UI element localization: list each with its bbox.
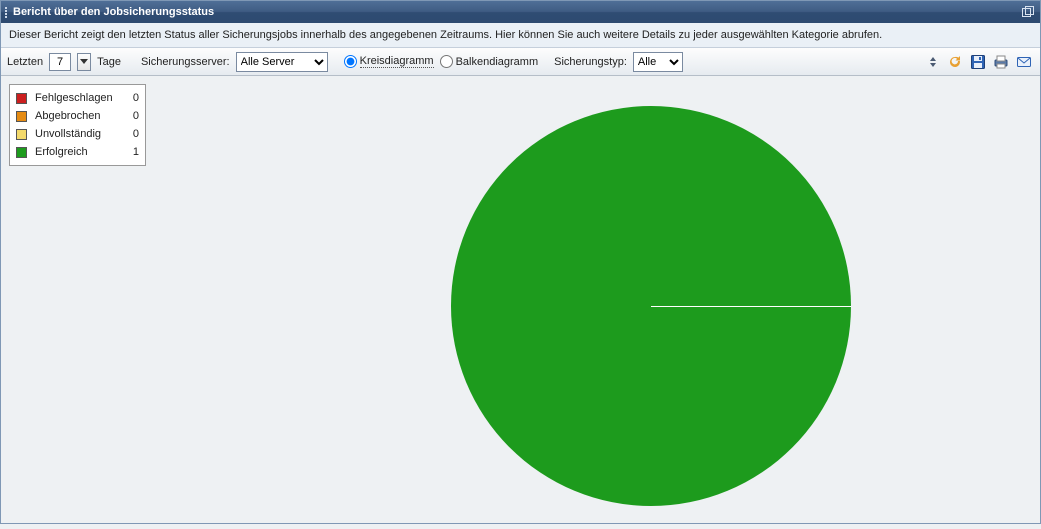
chart-type-bar-radio[interactable]: Balkendiagramm (440, 55, 539, 68)
print-icon (993, 54, 1009, 70)
chevron-down-icon (80, 59, 88, 65)
save-icon (970, 54, 986, 70)
save-button[interactable] (968, 52, 988, 72)
legend-value: 1 (129, 146, 139, 158)
pie-chart (451, 106, 851, 506)
server-label: Sicherungsserver: (141, 56, 230, 68)
print-button[interactable] (991, 52, 1011, 72)
legend-swatch (16, 93, 27, 104)
legend-item: Erfolgreich 1 (16, 143, 139, 161)
report-description: Dieser Bericht zeigt den letzten Status … (1, 23, 1040, 48)
chart-legend: Fehlgeschlagen 0 Abgebrochen 0 Unvollstä… (9, 84, 146, 166)
backup-type-select[interactable]: Alle (633, 52, 683, 72)
legend-swatch (16, 129, 27, 140)
report-window: Bericht über den Jobsicherungsstatus Die… (0, 0, 1041, 524)
legend-item: Unvollständig 0 (16, 125, 139, 143)
window-title: Bericht über den Jobsicherungsstatus (13, 6, 1020, 18)
days-input[interactable] (49, 53, 71, 71)
email-icon (1016, 54, 1032, 70)
legend-label: Unvollständig (35, 128, 121, 140)
last-days-label-prefix: Letzten (7, 56, 43, 68)
legend-label: Abgebrochen (35, 110, 121, 122)
days-dropdown-button[interactable] (77, 53, 91, 71)
legend-label: Fehlgeschlagen (35, 92, 121, 104)
triangle-down-icon (930, 63, 936, 67)
refresh-button[interactable] (945, 52, 965, 72)
triangle-up-icon (930, 57, 936, 61)
legend-value: 0 (129, 110, 139, 122)
titlebar-grip-icon (5, 7, 7, 18)
chart-type-pie-radio[interactable]: Kreisdiagramm (344, 55, 434, 68)
pie-body (451, 106, 851, 506)
maximize-icon (1022, 6, 1034, 18)
legend-label: Erfolgreich (35, 146, 121, 158)
report-content: Fehlgeschlagen 0 Abgebrochen 0 Unvollstä… (1, 76, 1040, 523)
legend-item: Fehlgeschlagen 0 (16, 89, 139, 107)
refresh-icon (947, 54, 963, 70)
legend-value: 0 (129, 92, 139, 104)
toolbar: Letzten Tage Sicherungsserver: Alle Serv… (1, 48, 1040, 76)
chart-type-pie-label: Kreisdiagramm (360, 55, 434, 68)
legend-value: 0 (129, 128, 139, 140)
server-select[interactable]: Alle Server (236, 52, 328, 72)
toolbar-overflow-button[interactable] (927, 52, 939, 72)
last-days-label-suffix: Tage (97, 56, 121, 68)
chart-type-bar-label: Balkendiagramm (456, 56, 539, 68)
legend-item: Abgebrochen 0 (16, 107, 139, 125)
backup-type-label: Sicherungstyp: (554, 56, 627, 68)
pie-slice-separator (651, 306, 851, 307)
legend-swatch (16, 147, 27, 158)
maximize-button[interactable] (1020, 4, 1036, 20)
email-button[interactable] (1014, 52, 1034, 72)
legend-swatch (16, 111, 27, 122)
titlebar: Bericht über den Jobsicherungsstatus (1, 1, 1040, 23)
